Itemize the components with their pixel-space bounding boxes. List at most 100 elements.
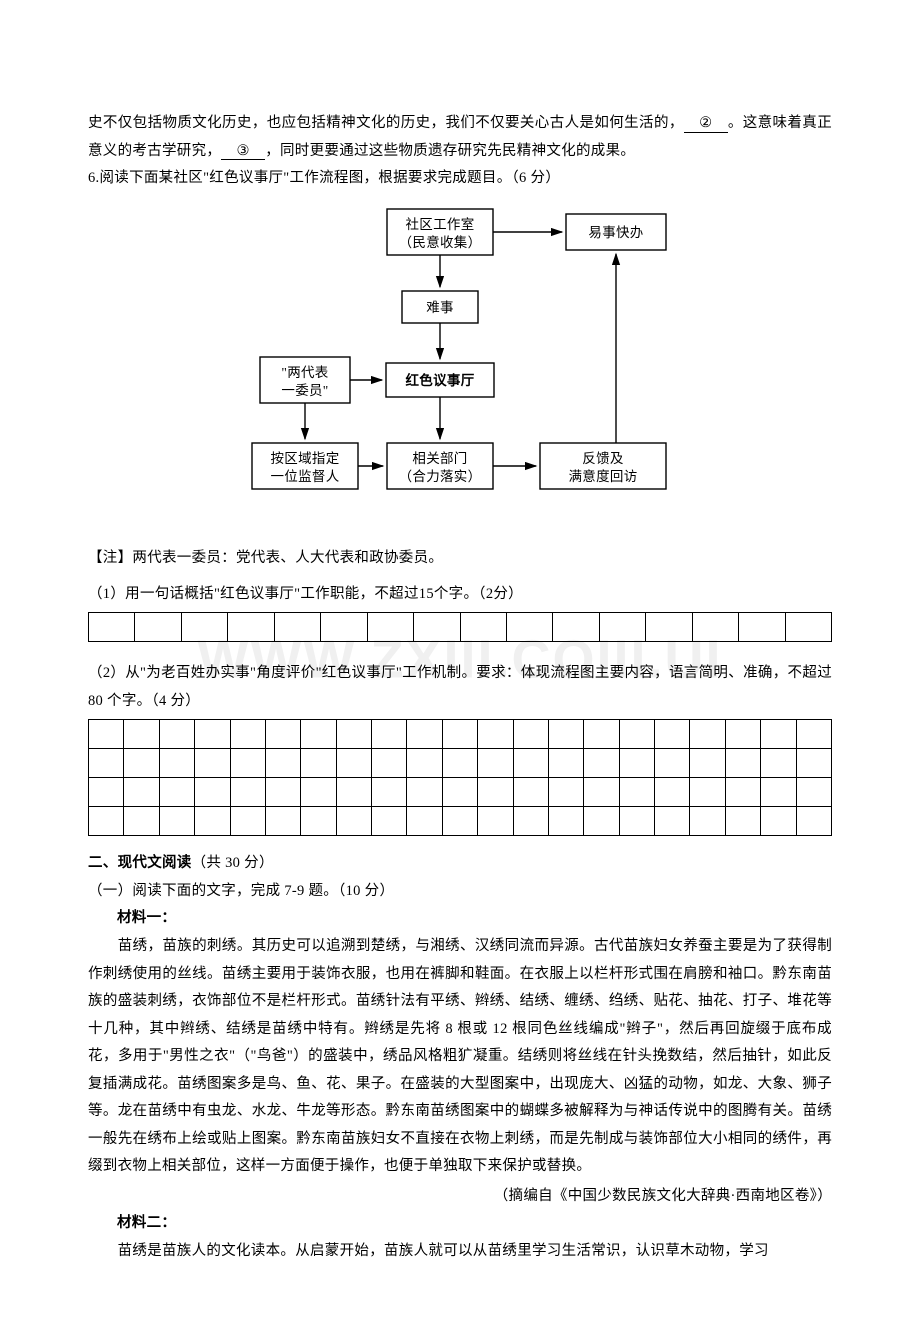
grid-cell (195, 778, 230, 807)
grid-cell (195, 749, 230, 778)
grid-cell (89, 807, 124, 836)
blank-2: ② (684, 116, 728, 133)
grid-cell (761, 749, 796, 778)
grid-cell (725, 749, 760, 778)
grid-cell (195, 720, 230, 749)
grid-cell (230, 778, 265, 807)
grid-cell (159, 807, 194, 836)
grid-cell (548, 778, 583, 807)
material1-body: 苗绣，苗族的刺绣。其历史可以追溯到楚绣，与湘绣、汉绣同流而异源。古代苗族妇女养蚕… (88, 933, 832, 1181)
box-supervisor-l1: 按区域指定 (271, 451, 340, 466)
grid-cell (372, 749, 407, 778)
grid-cell (89, 749, 124, 778)
grid-cell (159, 720, 194, 749)
grid-cell (548, 807, 583, 836)
material1-head-text: 材料一： (117, 910, 176, 926)
grid-cell (655, 807, 690, 836)
grid-cell (513, 720, 548, 749)
grid-cell (796, 749, 832, 778)
grid-cell (655, 778, 690, 807)
material1-head: 材料一： (88, 905, 832, 933)
grid-cell (655, 749, 690, 778)
grid-cell (372, 807, 407, 836)
grid-cell (619, 720, 654, 749)
grid-cell (301, 720, 336, 749)
section2-title-bold: 二、现代文阅读 (88, 855, 192, 871)
grid-cell (442, 749, 477, 778)
grid-cell (230, 807, 265, 836)
grid-cell (478, 807, 513, 836)
material2-body: 苗绣是苗族人的文化读本。从启蒙开始，苗族人就可以从苗绣里学习生活常识，认识草木动… (88, 1238, 832, 1266)
grid-cell (513, 807, 548, 836)
grid-cell (135, 613, 181, 642)
grid-cell (513, 778, 548, 807)
box-dept-l1: 相关部门 (412, 451, 467, 466)
box-reps-l1: "两代表 (281, 365, 328, 380)
box-dept-l2: （合力落实） (399, 469, 482, 484)
grid-cell (553, 613, 599, 642)
grid-cell (407, 778, 442, 807)
q6-sub2: （2）从"为老百姓办实事"角度评价"红色议事厅"工作机制。要求：体现流程图主要内… (88, 660, 832, 715)
grid-cell (230, 720, 265, 749)
grid-cell (228, 613, 274, 642)
grid-cell (372, 778, 407, 807)
grid-cell (548, 720, 583, 749)
grid-cell (739, 613, 785, 642)
grid-cell (599, 613, 645, 642)
answer-grid-2 (88, 719, 832, 836)
blank-3: ③ (221, 144, 265, 161)
grid-cell (513, 749, 548, 778)
grid-cell (478, 720, 513, 749)
flowchart-svg: 社区工作室 （民意收集） 易事快办 难事 "两代表 一委员" (230, 199, 690, 529)
grid-cell (336, 720, 371, 749)
grid-cell (619, 778, 654, 807)
intro-para: 史不仅包括物质文化历史，也应包括精神文化的历史，我们不仅要关心古人是如何生活的，… (88, 110, 832, 165)
grid-cell (336, 778, 371, 807)
answer-grid-1 (88, 612, 832, 642)
grid-cell (159, 778, 194, 807)
grid-cell (124, 807, 159, 836)
grid-cell (274, 613, 320, 642)
grid-cell (725, 807, 760, 836)
grid-cell (761, 720, 796, 749)
grid-cell (619, 807, 654, 836)
box-hard-text: 难事 (426, 300, 454, 315)
grid-cell (478, 749, 513, 778)
grid-cell (367, 613, 413, 642)
section2-title-rest: （共 30 分） (192, 855, 274, 871)
box-community-l2: （民意收集） (399, 234, 482, 250)
material2-head-text: 材料二： (117, 1215, 176, 1231)
grid-cell (690, 720, 725, 749)
grid-cell (725, 778, 760, 807)
grid-cell (407, 720, 442, 749)
grid-cell (690, 807, 725, 836)
box-supervisor-l2: 一位监督人 (271, 469, 340, 484)
grid-cell (460, 613, 506, 642)
grid-cell (442, 720, 477, 749)
grid-cell (725, 720, 760, 749)
grid-cell (265, 807, 300, 836)
grid-cell (159, 749, 194, 778)
box-reps-l2: 一委员" (281, 383, 328, 398)
box-feedback-l2: 满意度回访 (569, 468, 638, 484)
grid-cell (89, 613, 135, 642)
grid-cell (230, 749, 265, 778)
grid-cell (124, 749, 159, 778)
grid-cell (301, 807, 336, 836)
grid-cell (761, 807, 796, 836)
box-community-l1: 社区工作室 (406, 216, 475, 232)
grid-cell (690, 749, 725, 778)
grid-cell (584, 749, 619, 778)
grid-cell (692, 613, 738, 642)
grid-cell (619, 749, 654, 778)
grid-cell (584, 778, 619, 807)
q6-note: 【注】两代表一委员：党代表、人大代表和政协委员。 (88, 545, 832, 573)
grid-cell (690, 778, 725, 807)
material2-head: 材料二： (88, 1210, 832, 1238)
grid-cell (301, 778, 336, 807)
grid-cell (548, 749, 583, 778)
grid-cell (414, 613, 460, 642)
grid-cell (265, 778, 300, 807)
grid-cell (195, 807, 230, 836)
grid-cell (89, 778, 124, 807)
